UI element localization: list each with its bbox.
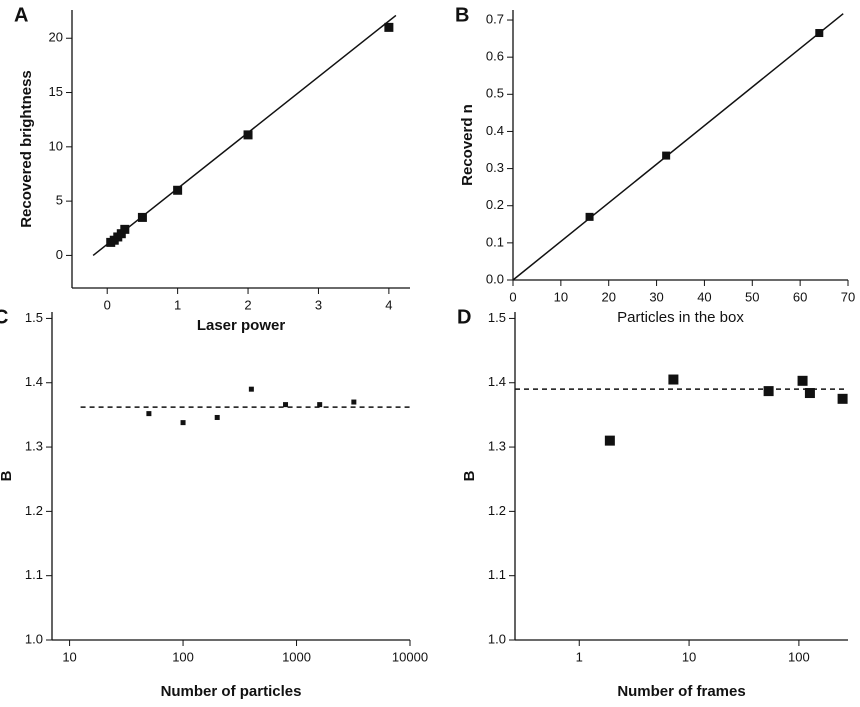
y-tick-label: 0 (56, 247, 63, 262)
marker (604, 435, 615, 446)
panel-label: A (14, 4, 28, 26)
y-axis-title: Recoverd n (459, 104, 476, 186)
x-tick-label: 0 (104, 297, 111, 312)
x-tick-label: 1000 (282, 649, 311, 664)
marker (837, 393, 848, 404)
x-tick-label: 10000 (392, 649, 428, 664)
panel-label: C (0, 306, 8, 328)
x-tick-label: 0 (509, 289, 516, 304)
y-tick-label: 20 (49, 30, 63, 45)
y-tick-label: 5 (56, 193, 63, 208)
x-tick-label: 20 (601, 289, 615, 304)
x-tick-label: 30 (649, 289, 663, 304)
y-tick-label: 1.4 (25, 374, 43, 389)
y-tick-label: 0.4 (486, 123, 504, 138)
y-tick-label: 0.6 (486, 49, 504, 64)
panel: 0 10 20 30 40 50 60 70 0.0 0.1 0.2 0.3 0.4 0.5 0.6 0.7 B… (455, 4, 855, 326)
x-tick-label: 10 (682, 649, 696, 664)
x-tick-label: 60 (793, 289, 807, 304)
fit-line (92, 14, 397, 257)
y-tick-label: 1.4 (488, 374, 506, 389)
y-axis-title: Recovered brightness (18, 70, 35, 228)
x-tick-label: 100 (788, 649, 810, 664)
x-axis-title: Number of particles (161, 683, 302, 700)
y-tick-label: 0.1 (486, 234, 504, 249)
marker (763, 386, 774, 397)
x-tick-label: 2 (244, 297, 251, 312)
marker (797, 375, 808, 386)
x-tick-label: 50 (745, 289, 759, 304)
y-tick-label: 1.0 (25, 631, 43, 646)
y-tick-label: 1.5 (25, 310, 43, 325)
y-tick-label: 1.1 (488, 567, 506, 582)
panel: 0 1 2 3 4 0 5 10 15 20 A Laser power Recovered brigh… (14, 4, 410, 334)
marker (283, 402, 289, 408)
y-tick-label: 1.3 (25, 438, 43, 453)
y-axis-title: B (0, 470, 15, 481)
y-tick-label: 0.0 (486, 271, 504, 286)
y-tick-label: 0.2 (486, 197, 504, 212)
y-tick-label: 15 (49, 84, 63, 99)
marker (243, 130, 253, 140)
panel-label: B (455, 4, 469, 26)
x-tick-label: 4 (385, 297, 392, 312)
y-tick-label: 0.5 (486, 86, 504, 101)
x-axis-title: Particles in the box (617, 309, 744, 326)
marker (180, 420, 186, 426)
marker (351, 399, 357, 405)
marker (137, 212, 147, 222)
marker (804, 388, 815, 399)
panel-label: D (457, 306, 471, 328)
y-tick-label: 1.2 (488, 503, 506, 518)
x-axis-title: Number of frames (617, 683, 745, 700)
x-tick-label: 1 (576, 649, 583, 664)
x-tick-label: 40 (697, 289, 711, 304)
y-tick-label: 10 (49, 138, 63, 153)
fit-line (512, 13, 844, 281)
x-tick-label: 1 (174, 297, 181, 312)
x-tick-label: 10 (62, 649, 76, 664)
y-tick-label: 1.0 (488, 631, 506, 646)
y-tick-label: 1.3 (488, 438, 506, 453)
y-tick-label: 0.7 (486, 11, 504, 26)
marker (585, 212, 594, 221)
panel: 10 100 1000 10000 1.0 1.1 1.2 1.3 1.4 1.5 C Number … (0, 306, 428, 700)
x-tick-label: 70 (841, 289, 855, 304)
marker (173, 185, 183, 195)
marker (384, 22, 394, 32)
y-tick-label: 1.1 (25, 567, 43, 582)
y-axis-title: B (461, 470, 478, 481)
y-tick-label: 1.2 (25, 503, 43, 518)
y-tick-label: 1.5 (488, 310, 506, 325)
marker (248, 386, 254, 392)
marker (146, 411, 152, 417)
x-axis-title: Laser power (197, 317, 286, 334)
marker (214, 414, 220, 420)
x-tick-label: 10 (554, 289, 568, 304)
marker (317, 402, 323, 408)
panel: 1 10 100 1.0 1.1 1.2 1.3 1.4 1.5 D Number of frame… (457, 306, 848, 700)
y-tick-label: 0.3 (486, 160, 504, 175)
x-tick-label: 3 (315, 297, 322, 312)
x-tick-label: 100 (172, 649, 194, 664)
marker (668, 374, 679, 385)
